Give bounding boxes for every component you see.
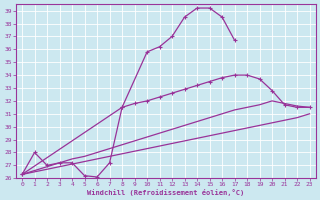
X-axis label: Windchill (Refroidissement éolien,°C): Windchill (Refroidissement éolien,°C) <box>87 189 244 196</box>
